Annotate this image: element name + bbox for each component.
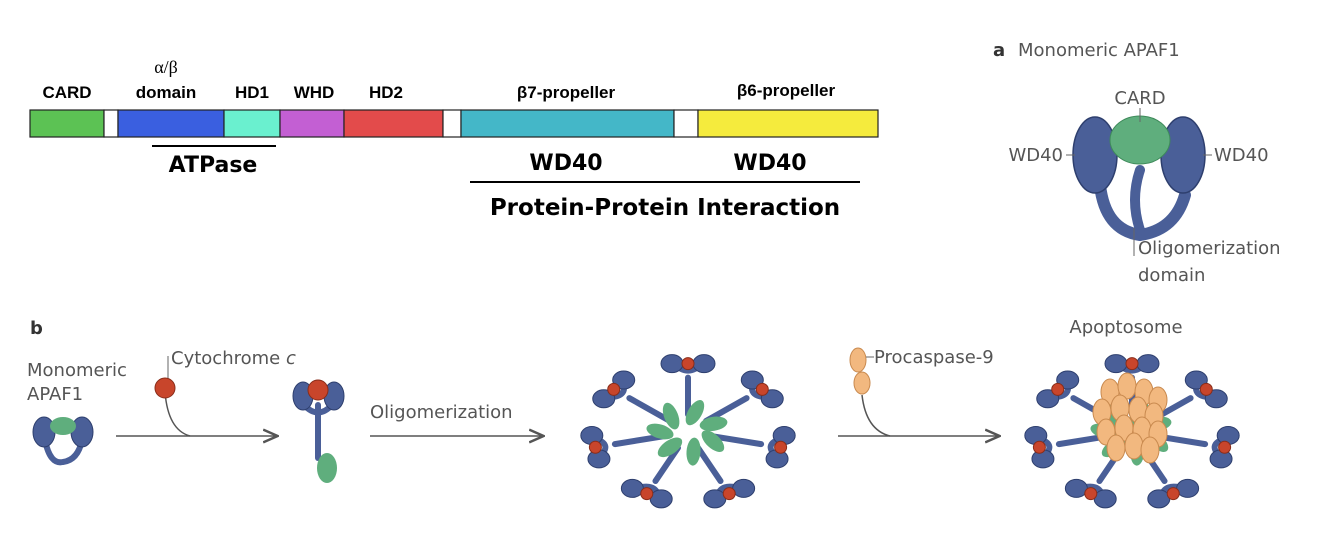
procaspase-hook bbox=[861, 394, 891, 437]
apaf1-subunit bbox=[701, 426, 796, 469]
panel-b-letter: b bbox=[30, 318, 43, 339]
segment-hd1 bbox=[223, 109, 281, 138]
procaspase-9-molecule-b bbox=[853, 371, 871, 395]
panel-a-title: Monomeric APAF1 bbox=[1018, 40, 1180, 61]
oligo-annotation-2: domain bbox=[1138, 265, 1205, 286]
activated-monomer bbox=[292, 379, 345, 483]
cytochrome-hook bbox=[164, 391, 191, 437]
apaf1-subunit bbox=[580, 423, 674, 469]
segment-linker-1 bbox=[103, 109, 119, 138]
oligo-annotation-1: Oligomerization bbox=[1138, 238, 1281, 259]
apoptosome-label: Apoptosome bbox=[1069, 317, 1182, 338]
cytochrome-c-molecule bbox=[154, 377, 176, 399]
card-annotation: CARD bbox=[1114, 88, 1165, 109]
apaf1-subunit bbox=[686, 437, 756, 509]
wd40-right-domain bbox=[1160, 116, 1206, 194]
monomer-label-2: APAF1 bbox=[27, 384, 83, 405]
card-domain bbox=[1109, 115, 1171, 165]
panel-a: a Monomeric APAF1 CARD WD40 WD40 Oligome… bbox=[993, 40, 1281, 286]
monomer-small bbox=[32, 416, 94, 466]
wd40-left-domain bbox=[1072, 116, 1118, 194]
label-domain: domain bbox=[136, 83, 196, 102]
apaf1-subunit bbox=[620, 437, 683, 509]
wd40-label-left: WD40 bbox=[529, 151, 602, 176]
wd40-right-annotation: WD40 bbox=[1214, 145, 1269, 166]
procaspase-9-molecule-a bbox=[849, 347, 867, 373]
label-alpha-beta: α/β bbox=[154, 57, 178, 77]
label-whd: WHD bbox=[294, 83, 335, 102]
oligomerization-stem bbox=[1130, 165, 1145, 235]
ppi-label: Protein-Protein Interaction bbox=[490, 195, 840, 221]
segment-beta6-propeller bbox=[697, 109, 879, 138]
label-beta7: β7-propeller bbox=[517, 83, 616, 102]
label-card: CARD bbox=[42, 83, 91, 102]
label-beta6: β6-propeller bbox=[737, 81, 836, 100]
apoptosome bbox=[1024, 354, 1240, 509]
segment-card bbox=[29, 109, 105, 138]
segment-whd bbox=[279, 109, 345, 138]
segment-hd2 bbox=[343, 109, 444, 138]
segment-alpha-beta-domain bbox=[117, 109, 225, 138]
wd40-left-annotation: WD40 bbox=[1008, 145, 1063, 166]
procaspase-label: Procaspase-9 bbox=[874, 347, 994, 368]
domain-bar: CARD α/β domain HD1 WHD HD2 β7-propeller… bbox=[29, 57, 879, 221]
apaf1-heptamer bbox=[580, 354, 796, 509]
wd40-label-right: WD40 bbox=[733, 151, 806, 176]
panel-b: b Monomeric APAF1 Cytochrome c Oligomeri… bbox=[27, 317, 1240, 509]
panel-a-letter: a bbox=[993, 40, 1005, 61]
segment-linker-3 bbox=[673, 109, 699, 138]
segment-beta7-propeller bbox=[460, 109, 675, 138]
monomeric-apaf1-large bbox=[1072, 115, 1206, 242]
apaf1-subunit bbox=[699, 370, 784, 432]
segment-linker-2 bbox=[442, 109, 462, 138]
atpase-label: ATPase bbox=[169, 153, 258, 178]
apaf1-subunit bbox=[592, 370, 680, 430]
cytochrome-label: Cytochrome c bbox=[171, 348, 296, 369]
label-hd1: HD1 bbox=[235, 83, 269, 102]
procaspase-9-cluster bbox=[1092, 372, 1168, 464]
apaf1-subunit bbox=[660, 354, 716, 426]
oligomerization-label: Oligomerization bbox=[370, 402, 513, 423]
monomer-label-1: Monomeric bbox=[27, 360, 127, 381]
label-hd2: HD2 bbox=[369, 83, 403, 102]
